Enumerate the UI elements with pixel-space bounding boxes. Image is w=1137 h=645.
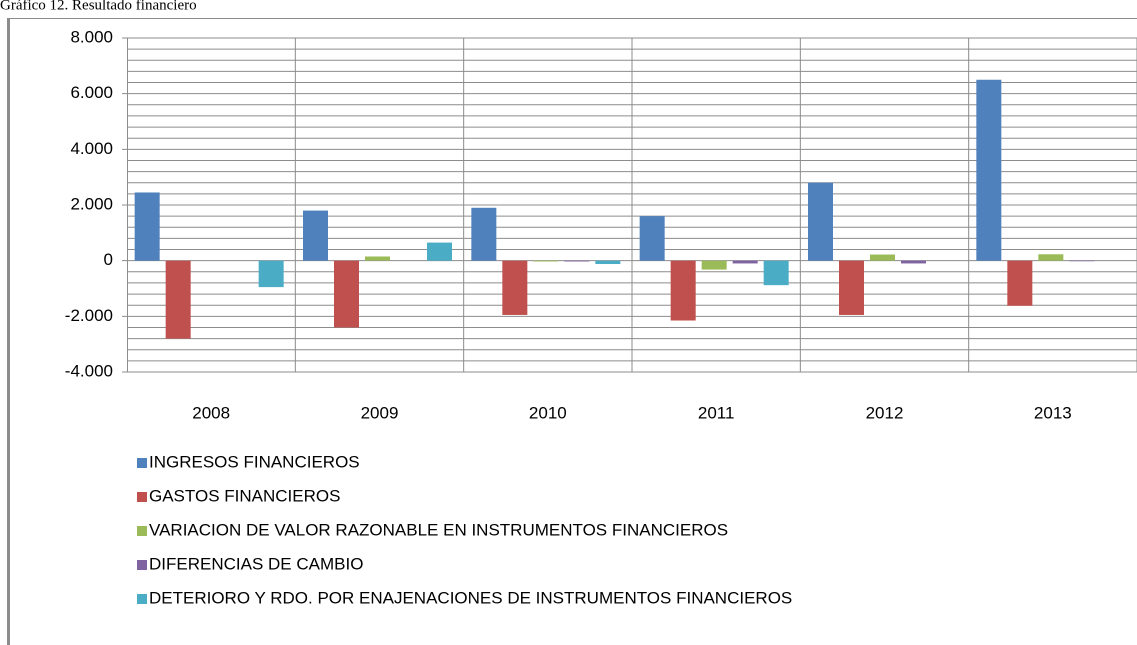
bar	[732, 260, 758, 264]
y-tick-label: 6.000	[70, 83, 113, 102]
y-tick-label: 2.000	[70, 194, 113, 213]
bar	[334, 260, 359, 328]
legend-swatch	[137, 492, 147, 502]
legend-label: VARIACION DE VALOR RAZONABLE EN INSTRUME…	[149, 520, 728, 539]
legend-label: INGRESOS FINANCIEROS	[149, 452, 360, 471]
bar	[701, 260, 727, 270]
bar	[533, 260, 559, 262]
legend-label: GASTOS FINANCIEROS	[149, 486, 340, 505]
y-tick-label: 0	[104, 250, 113, 269]
x-tick-label: 2011	[698, 403, 735, 422]
bar	[165, 260, 191, 339]
bar	[471, 207, 497, 261]
chart-title: Gráfico 12. Resultado financiero	[0, 0, 197, 13]
bar	[564, 260, 590, 262]
legend-swatch	[137, 594, 147, 604]
legend-label: DETERIORO Y RDO. POR ENAJENACIONES DE IN…	[149, 588, 792, 607]
bar	[427, 242, 452, 261]
bar	[303, 210, 328, 261]
bar	[365, 256, 390, 261]
bar	[134, 192, 160, 261]
bar	[502, 260, 528, 315]
y-tick-label: -2.000	[65, 306, 113, 325]
x-tick-label: 2012	[866, 403, 904, 422]
bar	[976, 79, 1002, 261]
x-tick-label: 2010	[529, 403, 567, 422]
bar	[1038, 254, 1064, 261]
bar	[901, 260, 926, 264]
bar	[763, 260, 789, 286]
legend-label: DIFERENCIAS DE CAMBIO	[149, 554, 363, 573]
bar	[595, 260, 621, 265]
y-tick-label: -4.000	[65, 361, 113, 380]
bar	[670, 260, 696, 321]
x-tick-label: 2009	[361, 403, 399, 422]
bar	[839, 260, 864, 315]
legend-swatch	[137, 526, 147, 536]
legend-swatch	[137, 560, 147, 570]
bar	[1007, 260, 1033, 306]
x-tick-label: 2013	[1034, 403, 1072, 422]
y-tick-label: 4.000	[70, 139, 113, 158]
legend-swatch	[137, 458, 147, 468]
y-tick-label: 8.000	[70, 27, 113, 46]
bar	[870, 254, 895, 261]
bar	[1069, 260, 1095, 262]
bar	[258, 260, 284, 288]
bar	[639, 216, 665, 261]
x-tick-label: 2008	[192, 403, 230, 422]
bar	[808, 182, 833, 261]
